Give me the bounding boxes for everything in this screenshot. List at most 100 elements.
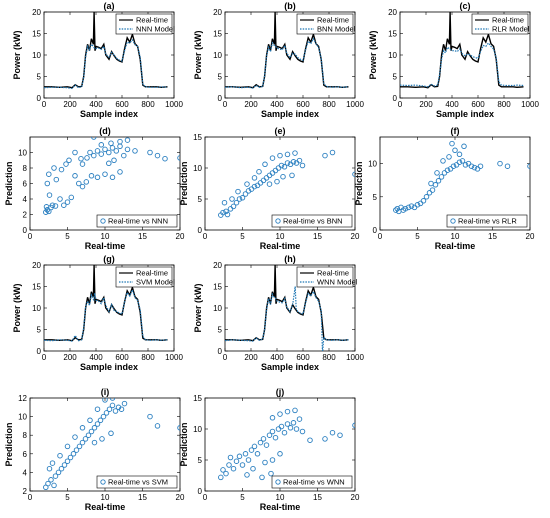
x-tick-label: 800 [141,353,155,362]
model-series-line [225,286,349,351]
scatter-point [296,416,303,422]
scatter-point [236,453,243,460]
panel-j: (j) 0 5 10 15 20 0 5 10 15 Real-time Prediction Real… [179,387,360,512]
scatter-point [88,428,95,435]
scatter-point [278,423,285,430]
scatter-point [100,413,107,420]
scatter-point [121,400,128,407]
plot-area [218,149,355,218]
scatter-point [504,163,511,169]
legend-marker [100,479,106,485]
scatter-point [147,413,153,420]
panel-title: (b) [284,1,296,11]
y-tick-label: 15 [32,30,41,39]
x-tick-label: 15 [313,493,322,502]
x-tick-label: 5 [65,493,70,502]
scatter-point [284,408,291,415]
scatter-point [111,157,117,164]
scatter-point [91,439,98,446]
x-tick-label: 15 [313,232,322,241]
y-tick-label: 10 [213,51,222,60]
legend: Real-time vs BNN [271,214,353,228]
y-tick-label: 10 [193,164,202,173]
x-tick-label: 200 [419,100,433,109]
scatter-point [420,198,427,204]
scatter-point [266,432,273,438]
x-axis-label: Sample index [80,109,138,119]
scatter-point [474,166,481,172]
x-tick-label: 10 [101,493,110,502]
scatter-point [428,180,434,187]
scatter-point [87,149,93,156]
x-tick-label: 600 [115,100,129,109]
scatter-point [450,163,457,169]
scatter-point [49,202,56,208]
plot-area [393,140,530,215]
panel-e: (e) 0 5 10 15 20 0 5 10 15 Real-time Prediction Real… [179,126,360,251]
scatter-point [51,165,57,171]
y-tick-label: 5 [218,73,223,82]
plot-area [225,12,349,89]
panel-h: (h) 0 200 400 600 800 1000 0 5 10 15 20 Sample index… [193,254,364,372]
scatter-point [57,196,63,202]
panel-title: (d) [99,126,111,136]
scatter-point [239,462,246,468]
y-tick-label: 10 [368,160,377,169]
scatter-point [226,462,232,468]
scatter-point [98,142,105,148]
scatter-point [426,190,433,196]
x-tick-label: 0 [223,353,228,362]
panel-c: (c) 0 200 400 600 800 1000 0 5 10 15 20 Sample index… [368,1,539,119]
scatter-point [275,426,282,432]
scatter-point [51,482,57,489]
scatter-point [284,421,291,427]
scatter-point [64,458,71,464]
scatter-point [414,202,421,208]
y-tick-label: 10 [18,413,27,422]
legend: Real-time vs WNN [271,475,353,489]
panel-title: (e) [275,126,286,136]
y-tick-label: 10 [213,304,222,313]
y-tick-label: 0 [218,347,223,356]
legend-entry: Real-time [492,16,524,25]
scatter-point [269,155,276,161]
y-axis-label: Prediction [4,422,14,466]
scatter-point [79,439,86,446]
scatter-point [61,202,67,208]
scatter-point [94,174,101,181]
scatter-point [72,149,78,156]
scatter-point [84,155,90,161]
scatter-point [292,150,298,156]
plot-area [218,407,355,481]
scatter-point [244,181,250,187]
y-tick-label: 5 [37,326,42,335]
x-tick-label: 1000 [346,353,364,362]
panel-i: (i) 0 5 10 15 20 2 4 6 8 10 12 Real-time Prediction Re… [4,387,185,512]
scatter-point [108,430,114,437]
scatter-point [352,171,355,177]
legend: Real-time vs RLR [446,214,528,228]
y-tick-label: 8 [23,431,28,440]
scatter-point [230,465,237,472]
x-tick-label: 600 [296,100,310,109]
x-tick-label: 200 [244,100,258,109]
scatter-point [230,203,237,210]
scatter-point [227,454,234,461]
scatter-point [78,155,84,162]
scatter-point [260,177,267,184]
y-tick-label: 0 [198,226,203,235]
scatter-point [102,146,108,153]
scatter-point [242,451,249,457]
legend-marker [275,218,281,224]
legend-box [271,475,353,489]
scatter-point [64,443,71,450]
x-tick-label: 1000 [165,353,183,362]
scatter-point [44,180,51,187]
scatter-point [254,182,261,189]
legend-marker [100,218,106,224]
scatter-point [268,470,274,477]
scatter-point [277,451,283,457]
scatter-point [218,474,224,481]
x-tick-label: 5 [65,232,70,241]
legend-entry: SVM Model [136,278,175,287]
